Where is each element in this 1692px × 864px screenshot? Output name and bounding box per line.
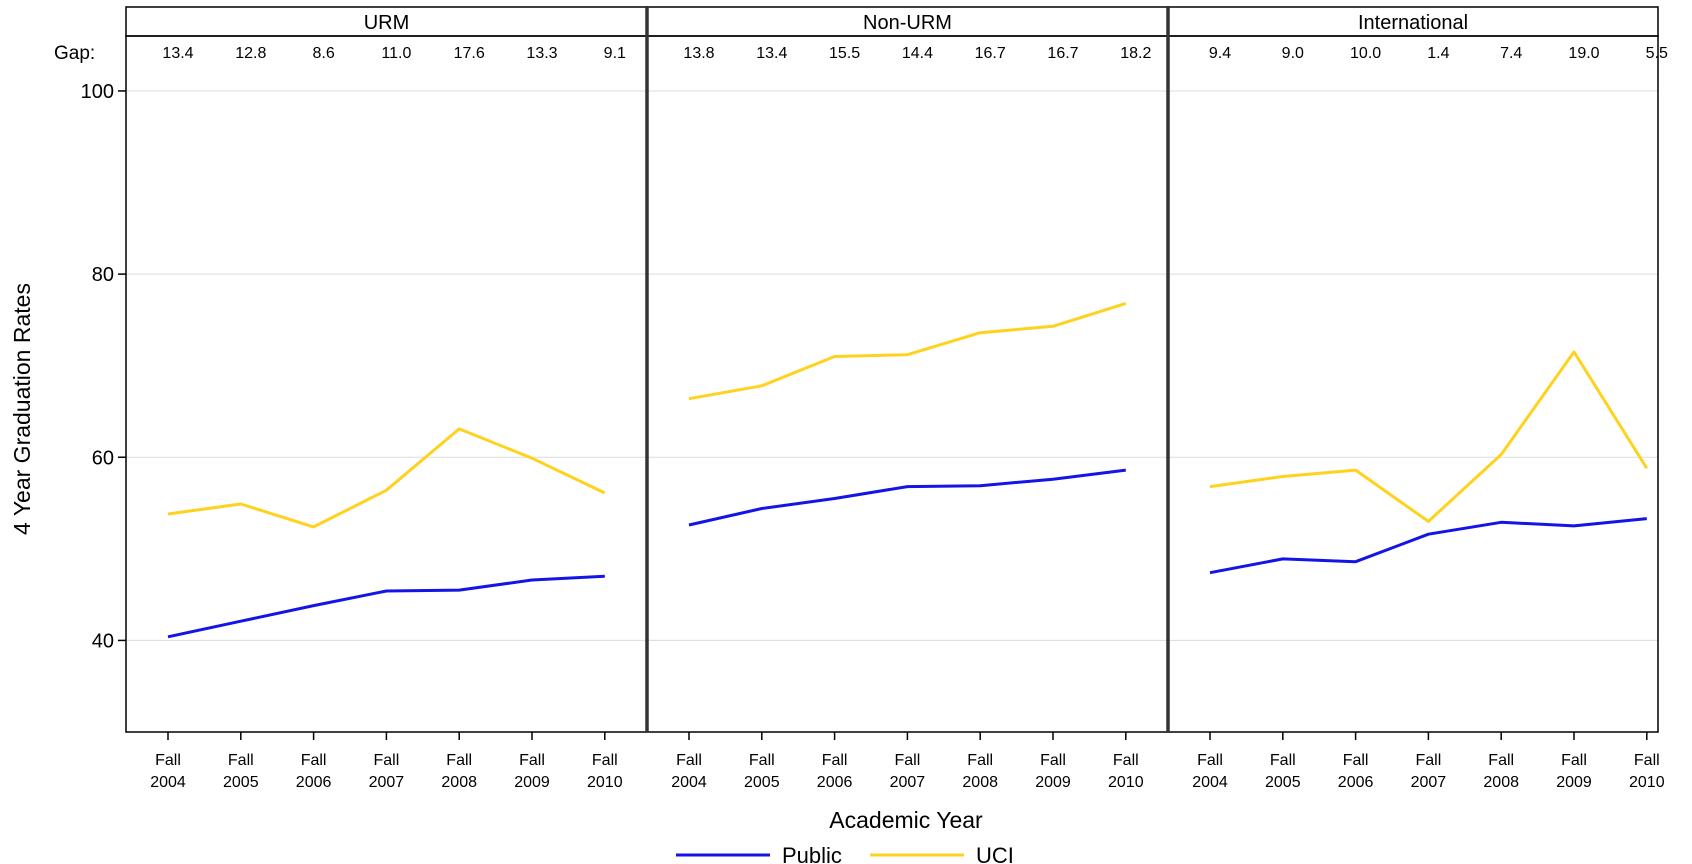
gap-value: 13.8 (683, 45, 714, 62)
series-line-uci (688, 301, 1127, 401)
y-axis: 40 60 80 100 (81, 81, 126, 652)
x-tick-label: 2010 (1108, 774, 1144, 791)
gap-value: 8.6 (312, 45, 334, 62)
x-tick-label: 2006 (1338, 774, 1374, 791)
x-tick-label: Fall (967, 752, 993, 769)
series-line-uci (1209, 350, 1649, 523)
y-axis-title: 4 Year Graduation Rates (9, 283, 35, 535)
x-tick-label: 2004 (150, 774, 186, 791)
x-tick-label: Fall (895, 752, 921, 769)
x-tick-label: Fall (676, 752, 702, 769)
x-axis: Fall 2004 Fall 2005 Fall 2006 Fall 2007 Fall 2008… (150, 732, 1665, 791)
x-tick-label: Fall (1270, 752, 1296, 769)
gap-value: 1.4 (1427, 45, 1449, 62)
x-tick-label: Fall (1113, 752, 1139, 769)
x-tick-label: 2009 (514, 774, 550, 791)
panel-title: International (1358, 12, 1468, 34)
x-tick-label: Fall (749, 752, 775, 769)
legend: Public UCI (676, 843, 1014, 864)
gap-value: 17.6 (454, 45, 485, 62)
panel-header (125, 6, 648, 37)
y-tick-label-100: 100 (81, 81, 114, 103)
gap-value: 19.0 (1568, 45, 1599, 62)
y-tick-label-80: 80 (92, 264, 114, 286)
x-tick-label: Fall (1634, 752, 1660, 769)
panel-urm: URM 13.4 12.8 8.6 11.0 17.6 13.3 9.1 (125, 6, 648, 639)
x-tick-label: 2005 (223, 774, 259, 791)
x-tick-label: Fall (228, 752, 254, 769)
x-tick-label: 2009 (1556, 774, 1592, 791)
x-tick-label: 2005 (744, 774, 780, 791)
gap-value: 9.0 (1282, 45, 1304, 62)
y-tick-label-40: 40 (92, 630, 114, 652)
gap-value: 9.4 (1209, 45, 1231, 62)
gap-value: 5.5 (1646, 45, 1668, 62)
x-tick-label: 2008 (441, 774, 477, 791)
panel-title: Non-URM (863, 12, 952, 34)
x-tick-label: 2006 (296, 774, 332, 791)
gap-value: 10.0 (1350, 45, 1381, 62)
x-tick-label: Fall (446, 752, 472, 769)
series-line-public (1209, 517, 1647, 575)
gap-value: 15.5 (829, 45, 860, 62)
x-tick-label: Fall (1416, 752, 1442, 769)
legend-label: UCI (976, 843, 1014, 864)
x-tick-label: 2010 (1629, 774, 1665, 791)
legend-label: Public (782, 843, 842, 864)
gap-value: 13.4 (756, 45, 787, 62)
x-tick-label: Fall (592, 752, 618, 769)
x-tick-label: 2008 (962, 774, 998, 791)
chart-panels: URM 13.4 12.8 8.6 11.0 17.6 13.3 9.1 Non-URM 13.8… (125, 6, 1668, 733)
legend-item-uci: UCI (870, 843, 1014, 864)
gap-value: 18.2 (1120, 45, 1151, 62)
x-tick-label: 2008 (1483, 774, 1519, 791)
x-tick-label: Fall (1343, 752, 1369, 769)
x-tick-label: Fall (374, 752, 400, 769)
grid-lines (126, 90, 1658, 641)
series-line-public (688, 468, 1126, 527)
x-tick-label: Fall (1561, 752, 1587, 769)
panel-international: International 9.4 9.0 10.0 1.4 7.4 19.0 5.5 (1167, 6, 1668, 575)
x-tick-label: Fall (1197, 752, 1223, 769)
series-line-public (167, 574, 605, 639)
x-tick-label: 2010 (587, 774, 623, 791)
x-tick-label: 2009 (1035, 774, 1071, 791)
x-axis-title: Academic Year (829, 807, 983, 833)
gap-value: 11.0 (381, 45, 411, 62)
gap-value: 13.3 (526, 45, 557, 62)
gap-value: 14.4 (902, 45, 933, 62)
x-tick-label: 2004 (1192, 774, 1228, 791)
gap-value: 16.7 (975, 45, 1006, 62)
x-tick-label: Fall (155, 752, 181, 769)
gap-value: 16.7 (1047, 45, 1078, 62)
x-tick-label: 2007 (369, 774, 405, 791)
gap-value: 13.4 (162, 45, 193, 62)
x-tick-label: 2005 (1265, 774, 1301, 791)
panel-title: URM (364, 12, 410, 34)
x-tick-label: 2006 (817, 774, 853, 791)
gap-value: 9.1 (604, 45, 626, 62)
plot-frame (125, 35, 1659, 733)
x-tick-label: Fall (822, 752, 848, 769)
x-tick-label: 2007 (890, 774, 926, 791)
panel-header (1167, 6, 1659, 37)
x-tick-label: 2004 (671, 774, 707, 791)
gap-value: 7.4 (1500, 45, 1522, 62)
x-tick-label: Fall (1488, 752, 1514, 769)
x-tick-label: 2007 (1411, 774, 1447, 791)
legend-item-public: Public (676, 843, 842, 864)
gap-value: 12.8 (235, 45, 266, 62)
y-tick-label-60: 60 (92, 447, 114, 469)
panel-non-urm: Non-URM 13.8 13.4 15.5 14.4 16.7 16.7 18.2 (646, 6, 1169, 527)
gap-row-label: Gap: (54, 43, 95, 64)
series-line-uci (167, 427, 606, 529)
x-tick-label: Fall (301, 752, 327, 769)
x-tick-label: Fall (1040, 752, 1066, 769)
x-tick-label: Fall (519, 752, 545, 769)
